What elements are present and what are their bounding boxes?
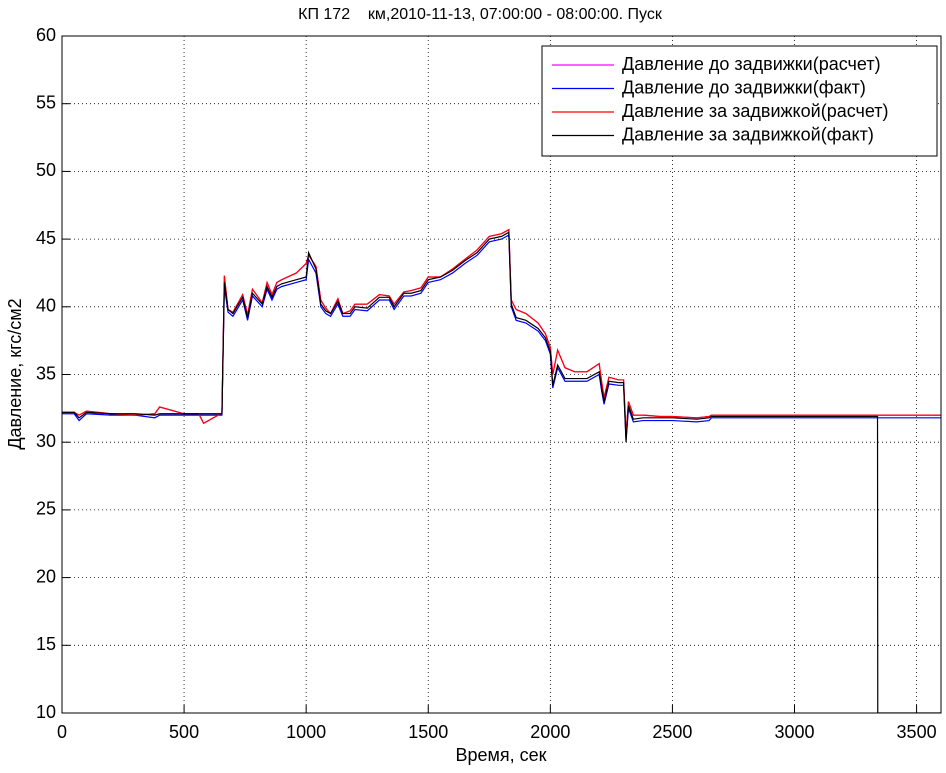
y-tick-label: 35 bbox=[36, 363, 56, 383]
y-tick-label: 25 bbox=[36, 499, 56, 519]
y-axis-label: Давление, кгс/см2 bbox=[5, 298, 25, 449]
legend-label: Давление за задвижкой(расчет) bbox=[622, 101, 889, 121]
y-tick-label: 10 bbox=[36, 702, 56, 722]
legend-label: Давление до задвижки(расчет) bbox=[622, 54, 881, 74]
x-tick-label: 0 bbox=[57, 722, 67, 742]
y-tick-label: 60 bbox=[36, 25, 56, 45]
legend-label: Давление до задвижки(факт) bbox=[622, 77, 866, 97]
y-tick-label: 40 bbox=[36, 296, 56, 316]
x-axis-label: Время, сек bbox=[455, 745, 546, 765]
x-tick-label: 2000 bbox=[530, 722, 570, 742]
x-tick-label: 3000 bbox=[774, 722, 814, 742]
x-tick-label: 3500 bbox=[897, 722, 937, 742]
chart-title: КП 172 км,2010-11-13, 07:00:00 - 08:00:0… bbox=[298, 6, 663, 23]
series-line bbox=[62, 231, 941, 713]
x-tick-label: 1500 bbox=[408, 722, 448, 742]
y-tick-label: 30 bbox=[36, 431, 56, 451]
y-tick-label: 50 bbox=[36, 160, 56, 180]
y-tick-label: 55 bbox=[36, 92, 56, 112]
legend-label: Давление за задвижкой(факт) bbox=[622, 124, 874, 144]
x-tick-label: 2500 bbox=[652, 722, 692, 742]
legend-box bbox=[541, 45, 938, 157]
x-tick-label: 1000 bbox=[286, 722, 326, 742]
y-tick-label: 45 bbox=[36, 228, 56, 248]
axes-frame bbox=[61, 35, 942, 714]
y-tick-label: 20 bbox=[36, 566, 56, 586]
y-tick-label: 15 bbox=[36, 634, 56, 654]
x-tick-label: 500 bbox=[169, 722, 199, 742]
